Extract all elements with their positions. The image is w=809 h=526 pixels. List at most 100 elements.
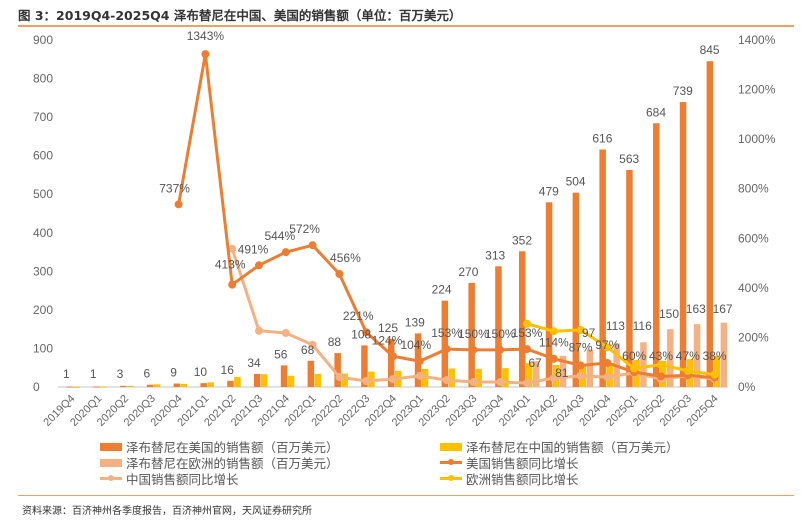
us-sales-data-label: 739 [673, 84, 693, 98]
eu-sales-data-label: 150 [659, 307, 679, 321]
y-right-tick-label: 1400% [738, 33, 776, 47]
y-right-tick-label: 0% [738, 380, 756, 394]
legend-item-cn-sales: 泽布替尼在中国的销售额（百万美元） [440, 437, 679, 456]
cn-sales-bar [526, 363, 533, 387]
eu-sales-data-label: 81 [555, 366, 569, 380]
cn-yoy-point [255, 326, 263, 335]
y-left-tick-label: 400 [33, 226, 53, 240]
cn-yoy-point [549, 374, 558, 383]
us-yoy-point [657, 372, 665, 381]
us-yoy-data-label: 87% [569, 340, 593, 354]
us-sales-data-label: 9 [170, 366, 177, 380]
us-sales-bar [307, 360, 315, 387]
us-yoy-data-label: 124% [372, 333, 403, 347]
us-sales-data-label: 845 [700, 43, 720, 57]
us-sales-bar [173, 383, 181, 387]
us-sales-bar [626, 169, 633, 387]
y-left-tick-label: 200 [33, 303, 53, 317]
us-yoy-data-label: 60% [622, 349, 646, 363]
legend-swatch-cn-bar [440, 442, 462, 451]
us-yoy-data-label: 97% [595, 338, 619, 352]
us-yoy-data-label: 221% [343, 309, 374, 323]
legend-swatch-eu-line [440, 475, 462, 481]
us-sales-bar [495, 266, 502, 387]
cn-sales-bar [100, 386, 107, 388]
cn-yoy-point [469, 378, 478, 387]
us-sales-bar [679, 102, 687, 387]
eu-yoy-point [523, 319, 531, 328]
cn-yoy-point [576, 371, 585, 380]
eu-yoy-point [549, 327, 558, 336]
us-sales-bar [146, 384, 154, 387]
us-sales-data-label: 88 [328, 335, 342, 349]
us-sales-bar [653, 123, 660, 387]
cn-yoy-point [603, 373, 612, 382]
us-yoy-point [335, 269, 344, 278]
us-sales-data-label: 108 [351, 327, 371, 341]
eu-sales-bar [533, 361, 540, 387]
eu-sales-data-label: 167 [713, 302, 733, 316]
us-yoy-data-label: 150% [485, 327, 516, 341]
us-sales-data-label: 616 [592, 131, 612, 145]
us-sales-bar [66, 386, 73, 388]
us-sales-data-label: 270 [458, 265, 478, 279]
us-yoy-point [469, 345, 478, 354]
legend-swatch-us-bar [100, 442, 122, 451]
legend-item-eu-yoy: 欧洲销售额同比增长 [440, 469, 579, 488]
y-left-tick-label: 500 [33, 187, 53, 201]
cn-sales-bar [287, 375, 295, 387]
cn-yoy-point [362, 377, 371, 386]
us-sales-data-label: 6 [143, 367, 150, 381]
y-right-tick-label: 400% [738, 281, 769, 295]
us-sales-data-label: 352 [512, 233, 532, 247]
bottom-rule [18, 495, 794, 496]
us-sales-bar [200, 383, 207, 387]
us-yoy-data-label: 153% [512, 326, 543, 340]
us-sales-bar [334, 353, 341, 387]
us-yoy-point [308, 241, 317, 250]
us-yoy-data-label: 150% [458, 327, 489, 341]
eu-yoy-line [526, 322, 715, 377]
us-sales-bar [441, 300, 449, 387]
eu-sales-data-label: 116 [633, 319, 652, 333]
us-sales-bar [545, 202, 553, 387]
us-yoy-data-label: 38% [703, 349, 727, 363]
cn-sales-bar [180, 383, 188, 387]
legend-swatch-us-line [440, 459, 462, 465]
y-left-tick-label: 700 [33, 110, 53, 124]
y-left-tick-label: 0 [33, 380, 40, 394]
cn-yoy-point [308, 340, 317, 349]
us-yoy-data-label: 491% [238, 242, 269, 256]
eu-sales-data-label: 97 [582, 326, 596, 340]
us-yoy-data-label: 544% [264, 229, 295, 243]
us-yoy-point [549, 354, 558, 363]
y-right-tick-label: 200% [738, 330, 769, 344]
us-yoy-point [415, 357, 424, 366]
legend-label: 泽布替尼在中国的销售额（百万美元） [466, 440, 679, 455]
us-yoy-point [255, 261, 263, 270]
us-sales-data-label: 16 [221, 363, 235, 377]
us-sales-data-label: 34 [247, 356, 261, 370]
legend-label: 泽布替尼在美国的销售额（百万美元） [126, 440, 339, 455]
eu-sales-data-label: 67 [528, 356, 542, 370]
cn-yoy-point [335, 373, 344, 382]
y-right-tick-label: 1200% [738, 83, 776, 97]
us-sales-bar [361, 345, 368, 387]
us-sales-data-label: 10 [194, 365, 208, 379]
us-yoy-data-label: 737% [159, 181, 190, 195]
legend-swatch-eu-bar [100, 458, 122, 467]
us-yoy-point [523, 345, 531, 354]
cn-sales-bar [475, 368, 482, 387]
us-yoy-data-label: 413% [215, 258, 246, 272]
eu-sales-bar [640, 342, 647, 387]
us-yoy-data-label: 43% [649, 349, 673, 363]
eu-yoy-point [576, 325, 585, 334]
cn-yoy-point [389, 375, 397, 384]
legend-label: 欧洲销售额同比增长 [466, 472, 579, 487]
eu-sales-bar [693, 324, 701, 387]
us-sales-data-label: 68 [301, 343, 315, 357]
chart: 0 100 200 300 400 500 600 700 800 900 0% 200% 400% 6… [33, 29, 776, 429]
y-left-tick-label: 800 [33, 72, 53, 86]
us-sales-data-label: 125 [378, 321, 398, 335]
cn-sales-bar [234, 376, 241, 387]
